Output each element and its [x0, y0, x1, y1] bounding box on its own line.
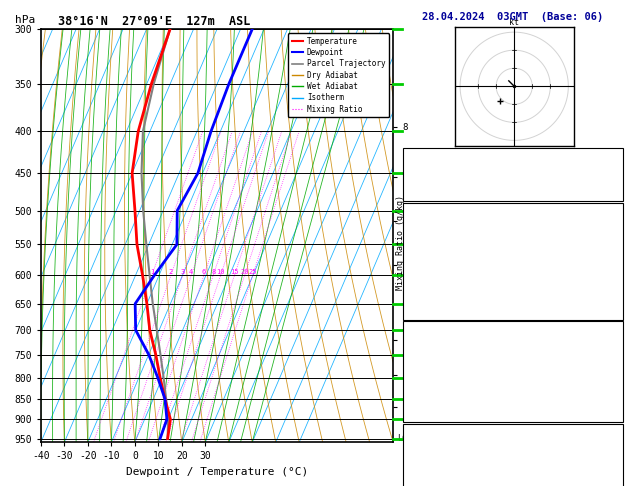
Text: K: K: [406, 151, 411, 160]
Text: Hodograph: Hodograph: [489, 426, 537, 435]
Text: 7: 7: [614, 388, 620, 397]
Y-axis label: km
ASL: km ASL: [406, 216, 423, 236]
Text: CIN (J): CIN (J): [406, 404, 443, 413]
Legend: Temperature, Dewpoint, Parcel Trajectory, Dry Adiabat, Wet Adiabat, Isotherm, Mi: Temperature, Dewpoint, Parcel Trajectory…: [287, 33, 389, 117]
Text: LCL: LCL: [397, 434, 411, 443]
Text: 0: 0: [614, 301, 620, 311]
Text: 3: 3: [181, 269, 185, 276]
Text: 28.04.2024  03GMT  (Base: 06): 28.04.2024 03GMT (Base: 06): [422, 12, 603, 22]
Text: 1: 1: [150, 269, 154, 276]
Text: 8: 8: [211, 269, 215, 276]
Text: θₑ(K): θₑ(K): [406, 253, 433, 262]
Text: 52: 52: [609, 167, 620, 176]
Text: 30: 30: [609, 458, 620, 468]
Text: PW (cm): PW (cm): [406, 183, 443, 192]
Text: StmDir: StmDir: [406, 474, 438, 484]
Text: 900: 900: [603, 340, 620, 349]
Text: 2: 2: [169, 269, 173, 276]
Text: CIN (J): CIN (J): [406, 301, 443, 311]
Text: 25: 25: [248, 269, 257, 276]
Text: Lifted Index: Lifted Index: [406, 269, 470, 278]
Text: -0: -0: [609, 372, 620, 381]
Text: 18: 18: [609, 442, 620, 451]
Text: CAPE (J): CAPE (J): [406, 285, 448, 295]
Text: Pressure (mb): Pressure (mb): [406, 340, 476, 349]
Text: 10: 10: [216, 269, 225, 276]
X-axis label: kt: kt: [509, 18, 519, 27]
Text: EH: EH: [406, 442, 416, 451]
Text: 20: 20: [240, 269, 249, 276]
Text: 1.53: 1.53: [598, 183, 620, 192]
Text: 15: 15: [230, 269, 238, 276]
Text: © weatheronline.co.uk: © weatheronline.co.uk: [460, 472, 565, 481]
Text: Dewp (°C): Dewp (°C): [406, 237, 454, 246]
Text: Surface: Surface: [494, 205, 532, 214]
Text: 0: 0: [614, 285, 620, 295]
Text: Mixing Ratio (g/kg): Mixing Ratio (g/kg): [396, 195, 405, 291]
Text: 315: 315: [603, 356, 620, 365]
Text: 10.1: 10.1: [598, 237, 620, 246]
Text: 155: 155: [603, 404, 620, 413]
Text: Temp (°C): Temp (°C): [406, 221, 454, 230]
Text: 244°: 244°: [598, 474, 620, 484]
X-axis label: Dewpoint / Temperature (°C): Dewpoint / Temperature (°C): [126, 467, 308, 477]
Text: 6: 6: [614, 151, 620, 160]
Text: Totals Totals: Totals Totals: [406, 167, 476, 176]
Text: 6: 6: [202, 269, 206, 276]
Text: 13.3: 13.3: [598, 221, 620, 230]
Text: 4: 4: [189, 269, 193, 276]
Text: Most Unstable: Most Unstable: [477, 324, 548, 333]
Text: θₑ (K): θₑ (K): [406, 356, 438, 365]
Y-axis label: hPa: hPa: [15, 15, 35, 25]
Text: Lifted Index: Lifted Index: [406, 372, 470, 381]
Text: 308: 308: [603, 253, 620, 262]
Text: CAPE (J): CAPE (J): [406, 388, 448, 397]
Text: 5: 5: [614, 269, 620, 278]
Text: 38°16'N  27°09'E  127m  ASL: 38°16'N 27°09'E 127m ASL: [58, 15, 251, 28]
Text: SREH: SREH: [406, 458, 427, 468]
